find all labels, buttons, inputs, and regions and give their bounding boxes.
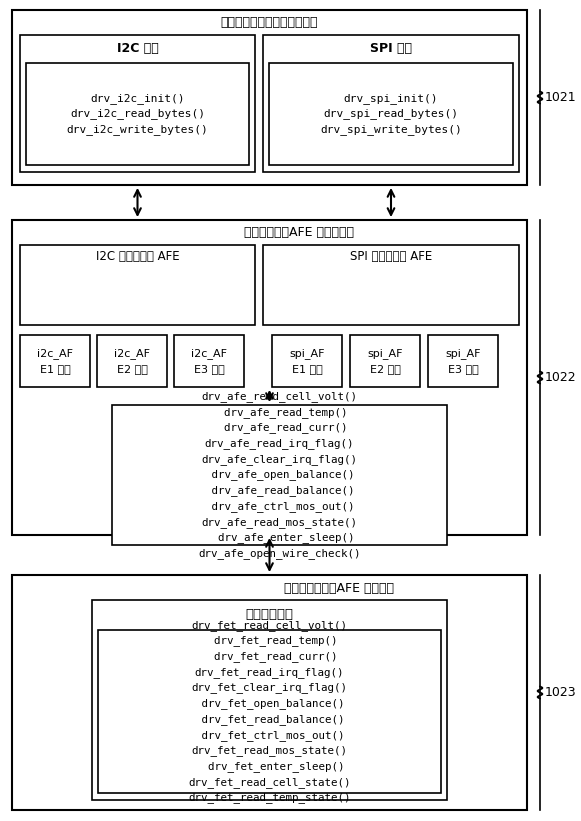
Bar xyxy=(272,335,342,387)
Bar xyxy=(20,245,255,325)
Bar xyxy=(263,245,519,325)
Text: i2c_AF
E1 驱动: i2c_AF E1 驱动 xyxy=(37,348,73,374)
Text: 驱动库模块（AFE 驱动库层）: 驱动库模块（AFE 驱动库层） xyxy=(245,227,354,240)
Text: I2C 驱动接口的 AFE: I2C 驱动接口的 AFE xyxy=(96,250,180,264)
Bar xyxy=(269,63,513,165)
Text: drv_spi_init()
drv_spi_read_bytes()
drv_spi_write_bytes(): drv_spi_init() drv_spi_read_bytes() drv_… xyxy=(320,93,462,135)
Text: drv_afe_read_cell_volt()
  drv_afe_read_temp()
  drv_afe_read_curr()
drv_afe_rea: drv_afe_read_cell_volt() drv_afe_read_te… xyxy=(198,391,361,559)
Bar xyxy=(98,630,441,793)
Text: 逻辑处理模块（AFE 逻辑层）: 逻辑处理模块（AFE 逻辑层） xyxy=(285,581,394,594)
Text: 通信接口模块（通信接口层）: 通信接口模块（通信接口层） xyxy=(221,16,318,30)
Text: drv_i2c_init()
drv_i2c_read_bytes()
drv_i2c_write_bytes(): drv_i2c_init() drv_i2c_read_bytes() drv_… xyxy=(67,93,209,135)
Bar xyxy=(174,335,244,387)
Bar xyxy=(12,220,527,535)
Bar xyxy=(428,335,498,387)
Text: SPI 驱动接口的 AFE: SPI 驱动接口的 AFE xyxy=(350,250,432,264)
Text: spi_AF
E2 驱动: spi_AF E2 驱动 xyxy=(367,348,403,374)
Text: spi_AF
E1 驱动: spi_AF E1 驱动 xyxy=(289,348,325,374)
Bar xyxy=(20,35,255,172)
Bar xyxy=(263,35,519,172)
Bar xyxy=(12,575,527,810)
Text: 1021: 1021 xyxy=(545,91,576,104)
Text: 1022: 1022 xyxy=(545,371,576,384)
Text: i2c_AF
E3 驱动: i2c_AF E3 驱动 xyxy=(191,348,227,374)
Bar xyxy=(26,63,249,165)
Bar xyxy=(12,10,527,185)
Bar xyxy=(20,335,90,387)
Text: SPI 模块: SPI 模块 xyxy=(370,42,412,54)
Text: i2c_AF
E2 驱动: i2c_AF E2 驱动 xyxy=(114,348,150,374)
Text: spi_AF
E3 驱动: spi_AF E3 驱动 xyxy=(445,348,480,374)
Text: drv_fet_read_cell_volt()
  drv_fet_read_temp()
  drv_fet_read_curr()
drv_fet_rea: drv_fet_read_cell_volt() drv_fet_read_te… xyxy=(188,620,351,803)
Bar xyxy=(112,405,447,545)
Bar xyxy=(350,335,420,387)
Bar xyxy=(92,600,447,800)
Text: I2C 模块: I2C 模块 xyxy=(117,42,159,54)
Text: 逻辑策略处理: 逻辑策略处理 xyxy=(246,608,293,621)
Text: 1023: 1023 xyxy=(545,686,576,699)
Bar xyxy=(97,335,167,387)
